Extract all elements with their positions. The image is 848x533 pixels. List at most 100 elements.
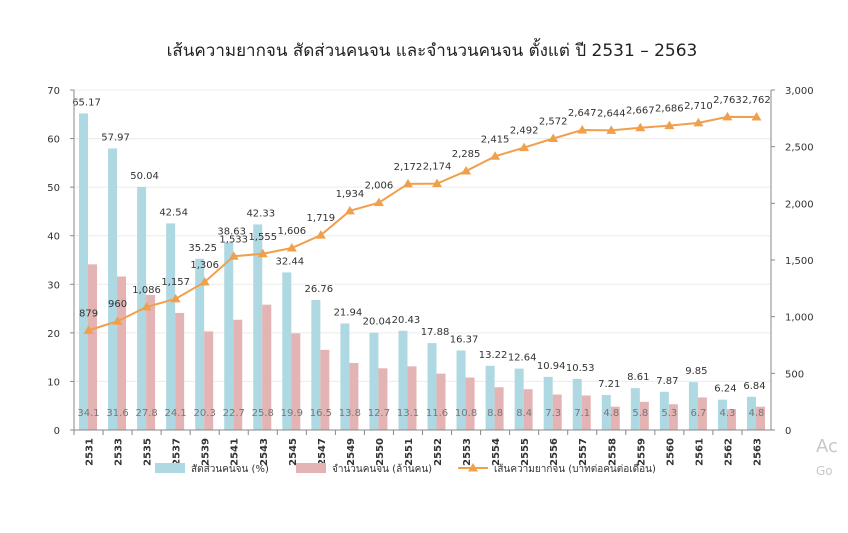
right-tick-label: 1,500 (785, 256, 814, 267)
right-tick-label: 1,000 (785, 313, 814, 324)
x-tick-label: 2556 (549, 438, 560, 466)
legend-label-poverty-line: เส้นความยากจน (บาทต่อคนต่อเดือน) (494, 463, 656, 475)
bar-poor-count (755, 406, 765, 430)
legend-swatch-poor-count (296, 463, 326, 473)
x-tick-label: 2535 (143, 438, 154, 466)
poverty-ratio-label: 65.17 (72, 97, 101, 108)
left-tick-label: 0 (54, 426, 60, 437)
x-tick-label: 2543 (259, 438, 270, 466)
right-tick-label: 2,500 (785, 143, 814, 154)
bar-poor-count (581, 395, 591, 430)
bar-poor-count (639, 401, 649, 430)
poverty-line-label: 2,763 (713, 95, 742, 106)
poor-count-label: 5.3 (661, 408, 677, 419)
poverty-line (88, 115, 757, 332)
poverty-line-label: 1,934 (336, 189, 365, 200)
poor-count-label: 25.8 (252, 408, 274, 419)
poverty-line-marker (722, 111, 733, 121)
x-tick-label: 2560 (665, 438, 676, 466)
legend: สัดส่วนคนจน (%) จำนวนคนจน (ล้านคน) เส้นควา… (155, 463, 656, 475)
poor-count-label: 12.7 (368, 408, 390, 419)
poverty-ratio-label: 50.04 (130, 171, 159, 182)
poverty-ratio-label: 16.37 (450, 334, 479, 345)
x-tick-label: 2552 (433, 438, 444, 466)
watermark: Ac (816, 436, 838, 457)
bar-poor-count (697, 397, 707, 430)
poor-count-label: 20.3 (194, 408, 216, 419)
poor-count-label: 6.7 (690, 408, 706, 419)
bar-poor-count (407, 366, 417, 430)
bar-poverty-ratio (746, 396, 756, 430)
poverty-ratio-label: 35.25 (188, 243, 217, 254)
poverty-line-label: 2,492 (510, 126, 539, 137)
bar-poverty-ratio (630, 388, 640, 430)
x-tick-label: 2562 (723, 438, 734, 466)
bar-poor-count (668, 404, 678, 430)
bar-poor-count (233, 319, 243, 430)
poverty-line-label: 960 (108, 299, 127, 310)
legend-label-poverty-ratio: สัดส่วนคนจน (%) (191, 464, 269, 475)
poverty-ratio-label: 10.53 (566, 363, 595, 374)
poor-count-label: 13.8 (339, 408, 361, 419)
x-tick-label: 2531 (85, 438, 96, 466)
bar-poverty-ratio (456, 350, 466, 430)
right-tick-label: 0 (785, 426, 791, 437)
bar-poverty-ratio (195, 258, 205, 430)
poor-count-label: 13.1 (397, 408, 419, 419)
bar-poor-count (726, 409, 736, 430)
bar-poverty-ratio (253, 224, 263, 430)
poor-count-label: 8.4 (516, 408, 532, 419)
x-tick-label: 2553 (462, 438, 473, 466)
left-tick-label: 10 (47, 377, 60, 388)
x-tick-label: 2555 (520, 438, 531, 466)
poor-count-label: 4.8 (603, 408, 619, 419)
bar-poor-count (610, 406, 620, 430)
poverty-line-marker (199, 276, 210, 286)
poverty-line-marker (373, 197, 384, 207)
poverty-line-label: 1,606 (277, 226, 306, 237)
bar-poverty-ratio (340, 323, 350, 430)
poverty-line-marker (548, 133, 559, 143)
bar-poor-count (204, 331, 214, 430)
bar-poverty-ratio (427, 343, 437, 430)
bar-poverty-ratio (572, 378, 582, 430)
poverty-line-marker (286, 242, 297, 252)
bar-poverty-ratio (485, 365, 495, 430)
poverty-line-label: 1,157 (161, 277, 190, 288)
poverty-ratio-label: 20.43 (392, 315, 421, 326)
poverty-line-marker (228, 251, 239, 260)
poverty-line-label: 1,086 (132, 285, 161, 296)
left-tick-label: 40 (47, 232, 60, 243)
poverty-ratio-label: 6.24 (714, 384, 736, 395)
poverty-line-marker (490, 151, 501, 160)
bar-poverty-ratio (659, 391, 669, 430)
poverty-line-marker (432, 178, 443, 188)
poverty-line-label: 1,719 (307, 213, 336, 224)
poverty-ratio-label: 38.63 (217, 226, 246, 237)
poor-count-label: 24.1 (165, 408, 187, 419)
bar-poverty-ratio (543, 376, 553, 430)
legend-label-poor-count: จำนวนคนจน (ล้านคน) (332, 463, 432, 475)
poverty-line-label: 2,006 (365, 181, 394, 192)
chart-title: เส้นความยากจน สัดส่วนคนจน และจำนวนคนจน ต… (167, 38, 698, 61)
bar-poor-count (320, 349, 330, 430)
poverty-line-marker (402, 178, 413, 188)
left-tick-label: 20 (47, 329, 60, 340)
poverty-line-label: 879 (79, 308, 98, 319)
poor-count-label: 8.8 (487, 408, 503, 419)
poverty-ratio-label: 7.87 (656, 376, 678, 387)
bar-poor-count (378, 368, 388, 430)
poverty-line-label: 2,572 (539, 117, 568, 128)
bar-poor-count (291, 333, 301, 430)
poverty-line-marker (83, 325, 94, 334)
poverty-line-marker (664, 120, 675, 130)
x-tick-label: 2549 (346, 438, 357, 466)
bar-poor-count (88, 264, 98, 430)
poverty-line-label: 2,647 (568, 108, 597, 119)
poverty-ratio-label: 6.84 (743, 381, 765, 392)
bar-poor-count (523, 389, 533, 430)
x-tick-label: 2545 (288, 438, 299, 466)
bar-poverty-ratio (601, 394, 611, 430)
x-tick-label: 2559 (636, 438, 647, 466)
